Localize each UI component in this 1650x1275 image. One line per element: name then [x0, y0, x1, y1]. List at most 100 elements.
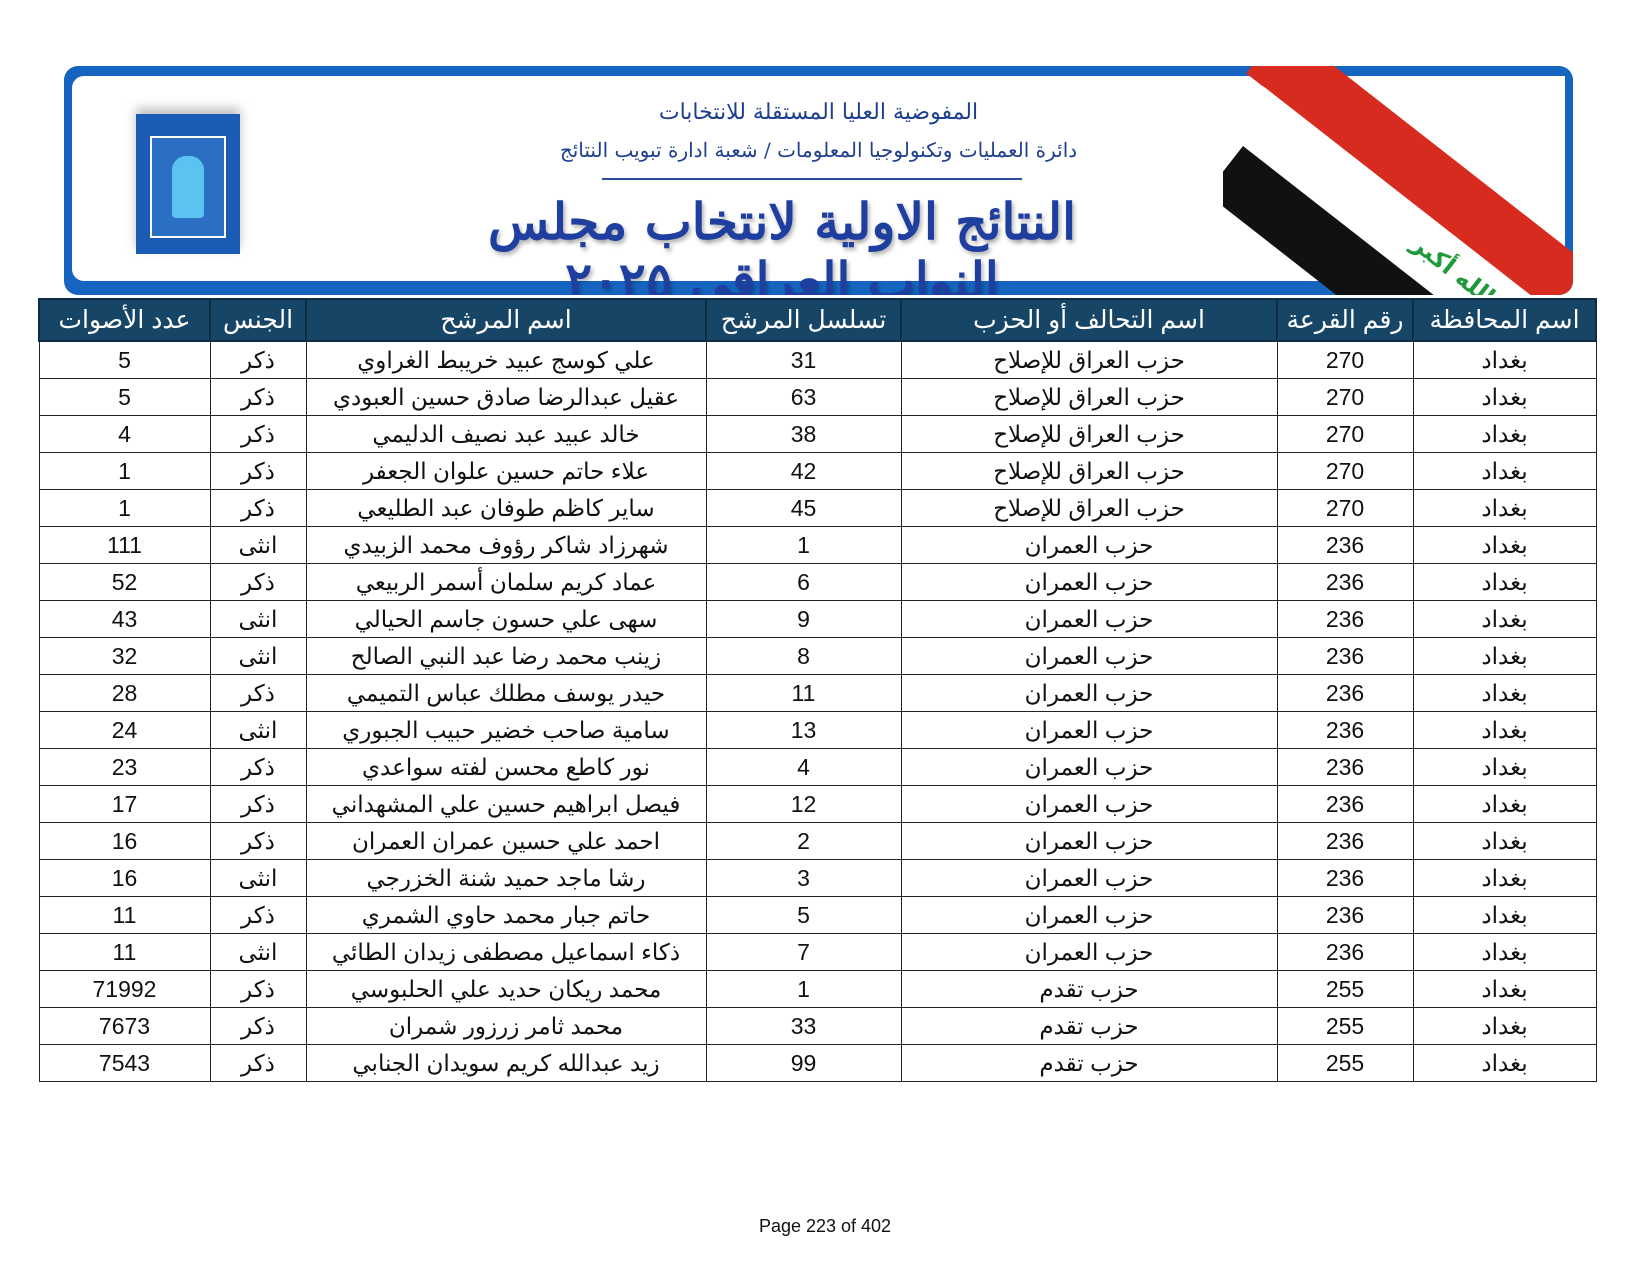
- table-row: بغداد 236 حزب العمران 12 فيصل ابراهيم حسين ع…: [38, 785, 1597, 823]
- table-row: بغداد 270 حزب العراق للإصلاح 42 علاء حاتم حس…: [38, 452, 1597, 490]
- cell-governorate: بغداد: [1412, 822, 1597, 860]
- cell-candidate-sequence: 3: [705, 859, 902, 897]
- cell-party: حزب العراق للإصلاح: [900, 415, 1278, 453]
- table-row: بغداد 236 حزب العمران 9 سهى علي حسون جاسم ال…: [38, 600, 1597, 638]
- cell-party: حزب العراق للإصلاح: [900, 489, 1278, 527]
- cell-governorate: بغداد: [1412, 1007, 1597, 1045]
- cell-candidate-sequence: 4: [705, 748, 902, 786]
- iraq-flag-icon: الله أكبر: [1223, 66, 1573, 295]
- cell-votes: 11: [38, 896, 211, 934]
- table-row: بغداد 236 حزب العمران 2 احمد علي حسين عمران …: [38, 822, 1597, 860]
- cell-gender: انثى: [209, 711, 307, 749]
- cell-candidate-name: محمد ريكان حديد علي الحلبوسي: [305, 970, 707, 1008]
- column-header-party: اسم التحالف أو الحزب: [900, 298, 1278, 342]
- cell-candidate-name: ذكاء اسماعيل مصطفى زيدان الطائي: [305, 933, 707, 971]
- cell-party: حزب العراق للإصلاح: [900, 378, 1278, 416]
- cell-votes: 23: [38, 748, 211, 786]
- cell-candidate-name: ساير كاظم طوفان عبد الطليعي: [305, 489, 707, 527]
- table-row: بغداد 255 حزب تقدم 33 محمد ثامر زرزور شمران ذ…: [38, 1007, 1597, 1045]
- cell-candidate-sequence: 45: [705, 489, 902, 527]
- cell-party: حزب العمران: [900, 859, 1278, 897]
- table-row: بغداد 270 حزب العراق للإصلاح 45 ساير كاظم طو…: [38, 489, 1597, 527]
- cell-candidate-name: عقيل عبدالرضا صادق حسين العبودي: [305, 378, 707, 416]
- cell-gender: ذكر: [209, 340, 307, 379]
- cell-candidate-name: سامية صاحب خضير حبيب الجبوري: [305, 711, 707, 749]
- cell-ballot-number: 236: [1276, 822, 1414, 860]
- cell-votes: 7673: [38, 1007, 211, 1045]
- cell-party: حزب العراق للإصلاح: [900, 452, 1278, 490]
- cell-candidate-name: محمد ثامر زرزور شمران: [305, 1007, 707, 1045]
- cell-ballot-number: 236: [1276, 748, 1414, 786]
- cell-candidate-sequence: 63: [705, 378, 902, 416]
- cell-candidate-name: سهى علي حسون جاسم الحيالي: [305, 600, 707, 638]
- cell-votes: 32: [38, 637, 211, 675]
- logo-figure-icon: [172, 156, 204, 218]
- cell-governorate: بغداد: [1412, 415, 1597, 453]
- cell-gender: ذكر: [209, 896, 307, 934]
- cell-ballot-number: 236: [1276, 933, 1414, 971]
- cell-party: حزب العمران: [900, 933, 1278, 971]
- cell-ballot-number: 236: [1276, 674, 1414, 712]
- cell-votes: 1: [38, 489, 211, 527]
- cell-candidate-name: شهرزاد شاكر رؤوف محمد الزبيدي: [305, 526, 707, 564]
- department-name: دائرة العمليات وتكنولوجيا المعلومات / شع…: [559, 138, 1078, 162]
- cell-votes: 5: [38, 340, 211, 379]
- cell-votes: 7543: [38, 1044, 211, 1082]
- cell-candidate-name: احمد علي حسين عمران العمران: [305, 822, 707, 860]
- table-row: بغداد 236 حزب العمران 7 ذكاء اسماعيل مصطفى ز…: [38, 933, 1597, 971]
- cell-ballot-number: 236: [1276, 526, 1414, 564]
- cell-ballot-number: 236: [1276, 563, 1414, 601]
- cell-governorate: بغداد: [1412, 859, 1597, 897]
- cell-governorate: بغداد: [1412, 970, 1597, 1008]
- cell-candidate-name: حيدر يوسف مطلك عباس التميمي: [305, 674, 707, 712]
- cell-candidate-sequence: 1: [705, 526, 902, 564]
- cell-ballot-number: 236: [1276, 859, 1414, 897]
- cell-party: حزب العمران: [900, 748, 1278, 786]
- cell-candidate-name: فيصل ابراهيم حسين علي المشهداني: [305, 785, 707, 823]
- cell-party: حزب تقدم: [900, 1044, 1278, 1082]
- cell-candidate-name: خالد عبيد عبد نصيف الدليمي: [305, 415, 707, 453]
- cell-votes: 16: [38, 822, 211, 860]
- column-header-votes: عدد الأصوات: [38, 298, 211, 342]
- column-header-candidate-name: اسم المرشح: [305, 298, 707, 342]
- cell-party: حزب العراق للإصلاح: [900, 340, 1278, 379]
- cell-candidate-name: علاء حاتم حسين علوان الجعفر: [305, 452, 707, 490]
- column-header-governorate: اسم المحافظة: [1412, 298, 1597, 342]
- column-header-candidate-sequence: تسلسل المرشح: [705, 298, 902, 342]
- cell-candidate-sequence: 38: [705, 415, 902, 453]
- table-row: بغداد 236 حزب العمران 8 زينب محمد رضا عبد ال…: [38, 637, 1597, 675]
- cell-governorate: بغداد: [1412, 896, 1597, 934]
- cell-votes: 16: [38, 859, 211, 897]
- table-row: بغداد 270 حزب العراق للإصلاح 31 علي كوسج عبي…: [38, 340, 1597, 379]
- cell-candidate-sequence: 7: [705, 933, 902, 971]
- cell-candidate-name: عماد كريم سلمان أسمر الربيعي: [305, 563, 707, 601]
- cell-governorate: بغداد: [1412, 933, 1597, 971]
- table-row: بغداد 270 حزب العراق للإصلاح 38 خالد عبيد عب…: [38, 415, 1597, 453]
- cell-candidate-name: رشا ماجد حميد شنة الخزرجي: [305, 859, 707, 897]
- table-row: بغداد 255 حزب تقدم 99 زيد عبدالله كريم سويدا…: [38, 1044, 1597, 1082]
- cell-votes: 111: [38, 526, 211, 564]
- cell-gender: ذكر: [209, 748, 307, 786]
- cell-governorate: بغداد: [1412, 674, 1597, 712]
- table-row: بغداد 270 حزب العراق للإصلاح 63 عقيل عبدالرض…: [38, 378, 1597, 416]
- cell-governorate: بغداد: [1412, 489, 1597, 527]
- cell-candidate-name: علي كوسج عبيد خريبط الغراوي: [305, 340, 707, 379]
- page-number: Page 223 of 402: [758, 1216, 892, 1236]
- cell-candidate-sequence: 9: [705, 600, 902, 638]
- cell-governorate: بغداد: [1412, 600, 1597, 638]
- cell-gender: ذكر: [209, 563, 307, 601]
- cell-candidate-sequence: 5: [705, 896, 902, 934]
- cell-candidate-sequence: 33: [705, 1007, 902, 1045]
- cell-ballot-number: 236: [1276, 711, 1414, 749]
- cell-party: حزب العمران: [900, 896, 1278, 934]
- cell-candidate-sequence: 99: [705, 1044, 902, 1082]
- cell-ballot-number: 236: [1276, 600, 1414, 638]
- cell-ballot-number: 255: [1276, 970, 1414, 1008]
- cell-party: حزب العمران: [900, 600, 1278, 638]
- cell-gender: ذكر: [209, 822, 307, 860]
- cell-governorate: بغداد: [1412, 340, 1597, 379]
- cell-gender: ذكر: [209, 785, 307, 823]
- cell-candidate-sequence: 2: [705, 822, 902, 860]
- cell-votes: 28: [38, 674, 211, 712]
- cell-candidate-sequence: 31: [705, 340, 902, 379]
